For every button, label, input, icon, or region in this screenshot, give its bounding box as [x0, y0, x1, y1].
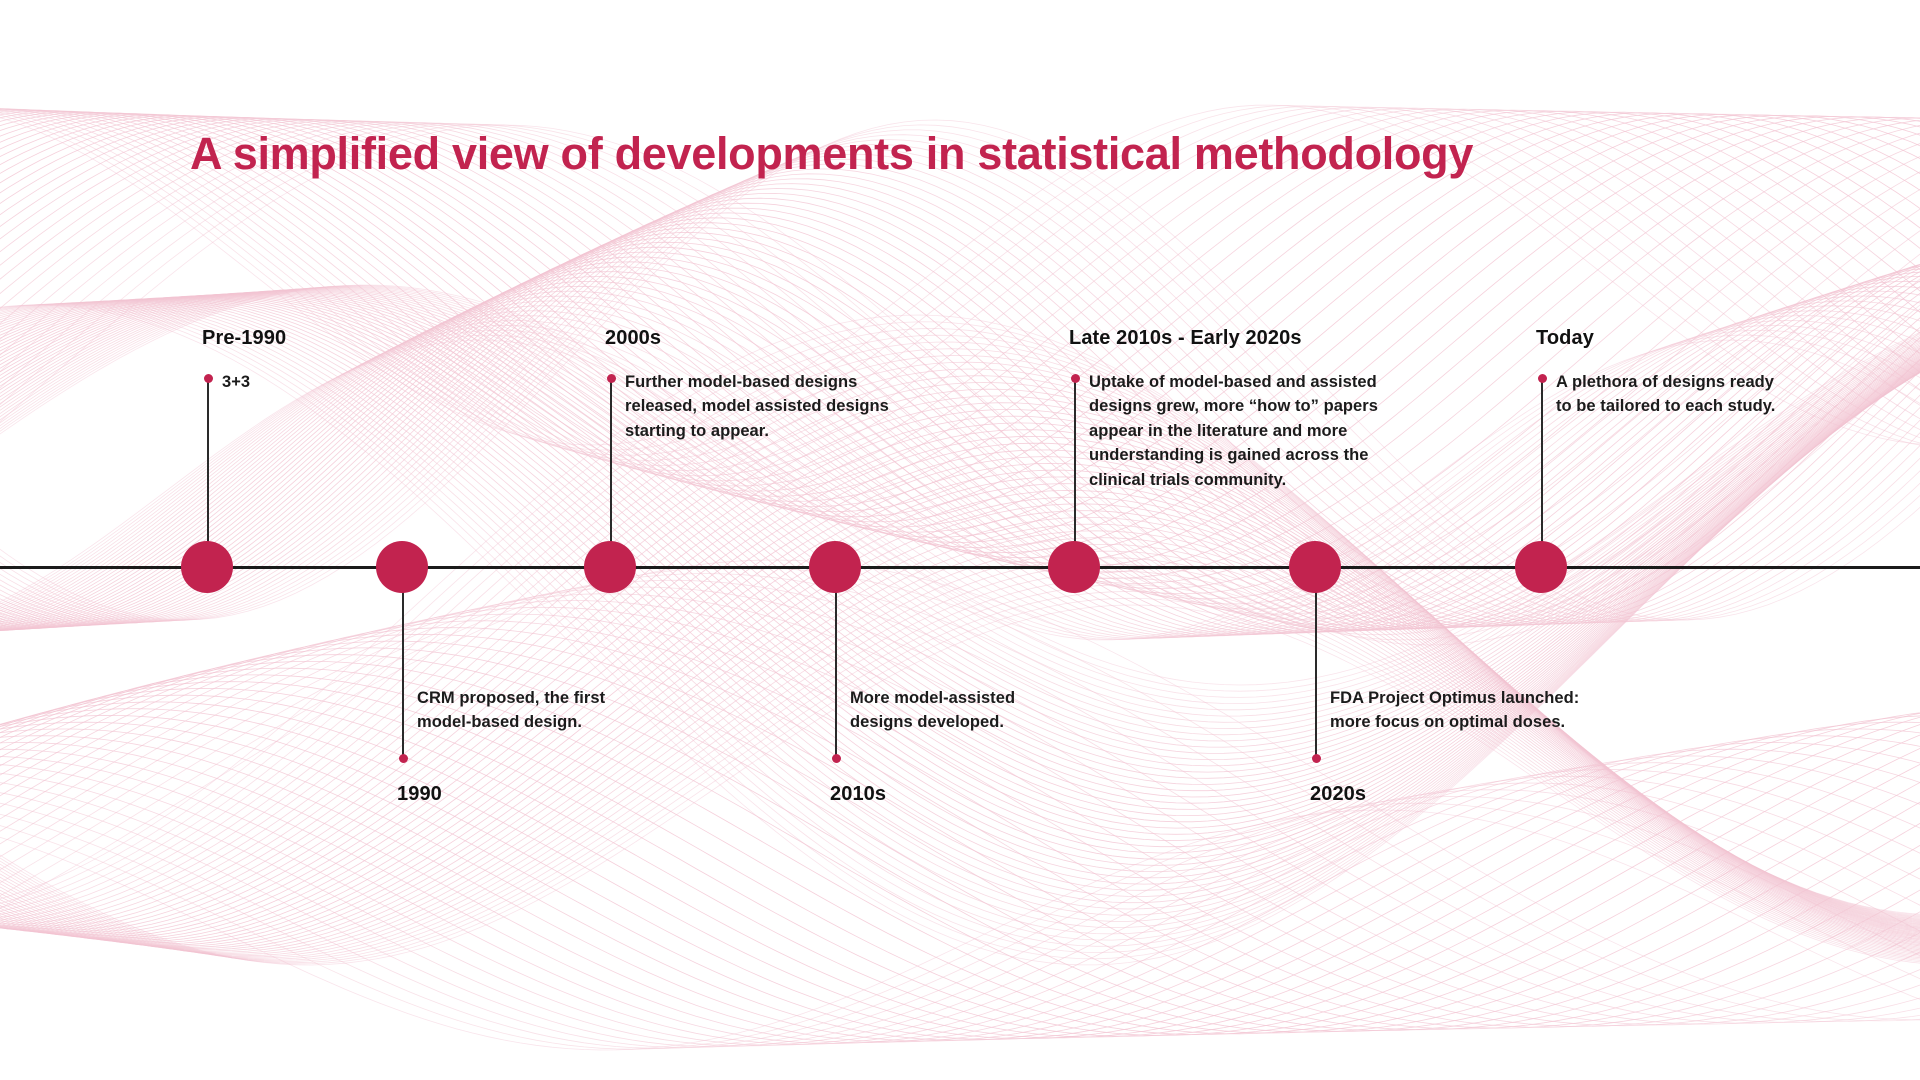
- timeline-node-dot-2020s[interactable]: [1289, 541, 1341, 593]
- timeline-tip-dot-pre-1990: [203, 374, 213, 383]
- timeline-description-1990: CRM proposed, the first model-based desi…: [417, 689, 606, 732]
- timeline-connector-late-2010s-early-2020s: [1074, 378, 1076, 560]
- timeline-label-late-2010s-early-2020s: Late 2010s - Early 2020s: [1069, 327, 1302, 349]
- timeline-tip-dot-2000s: [606, 374, 616, 383]
- timeline-description-today: A plethora of designs ready to be tailor…: [1556, 373, 1776, 416]
- timeline-tip-dot-today: [1537, 374, 1547, 383]
- timeline-node-dot-pre-1990[interactable]: [181, 541, 233, 593]
- page-title: A simplified view of developments in sta…: [190, 128, 1474, 179]
- timeline-connector-pre-1990: [207, 378, 209, 560]
- timeline-label-2020s: 2020s: [1310, 783, 1367, 805]
- timeline-description-pre-1990: 3+3: [222, 373, 251, 391]
- timeline-node-dot-2010s[interactable]: [809, 541, 861, 593]
- timeline-description-2020s: FDA Project Optimus launched: more focus…: [1330, 689, 1580, 732]
- timeline-label-2000s: 2000s: [605, 327, 662, 349]
- timeline-node-dot-2000s[interactable]: [584, 541, 636, 593]
- timeline-node-dot-today[interactable]: [1515, 541, 1567, 593]
- timeline-axis: [0, 566, 1920, 569]
- timeline-tip-dot-2010s: [831, 754, 841, 763]
- timeline-node-dot-1990[interactable]: [376, 541, 428, 593]
- timeline-node-dot-late-2010s-early-2020s[interactable]: [1048, 541, 1100, 593]
- timeline-connector-1990: [402, 572, 404, 759]
- timeline-label-today: Today: [1536, 327, 1594, 349]
- timeline-connector-2010s: [835, 572, 837, 759]
- timeline-description-late-2010s-early-2020s: Uptake of model-based and assisted desig…: [1089, 373, 1378, 489]
- timeline-connector-2000s: [610, 378, 612, 560]
- timeline-label-1990: 1990: [397, 783, 442, 805]
- timeline-connector-2020s: [1315, 572, 1317, 759]
- timeline-tip-dot-late-2010s-early-2020s: [1070, 374, 1080, 383]
- timeline-label-2010s: 2010s: [830, 783, 887, 805]
- timeline-tip-dot-2020s: [1311, 754, 1321, 763]
- timeline-description-2010s: More model-assisted designs developed.: [850, 689, 1016, 732]
- timeline-description-2000s: Further model-based designs released, mo…: [625, 373, 889, 440]
- timeline-label-pre-1990: Pre-1990: [202, 327, 287, 349]
- timeline-connector-today: [1541, 378, 1543, 560]
- timeline-tip-dot-1990: [398, 754, 408, 763]
